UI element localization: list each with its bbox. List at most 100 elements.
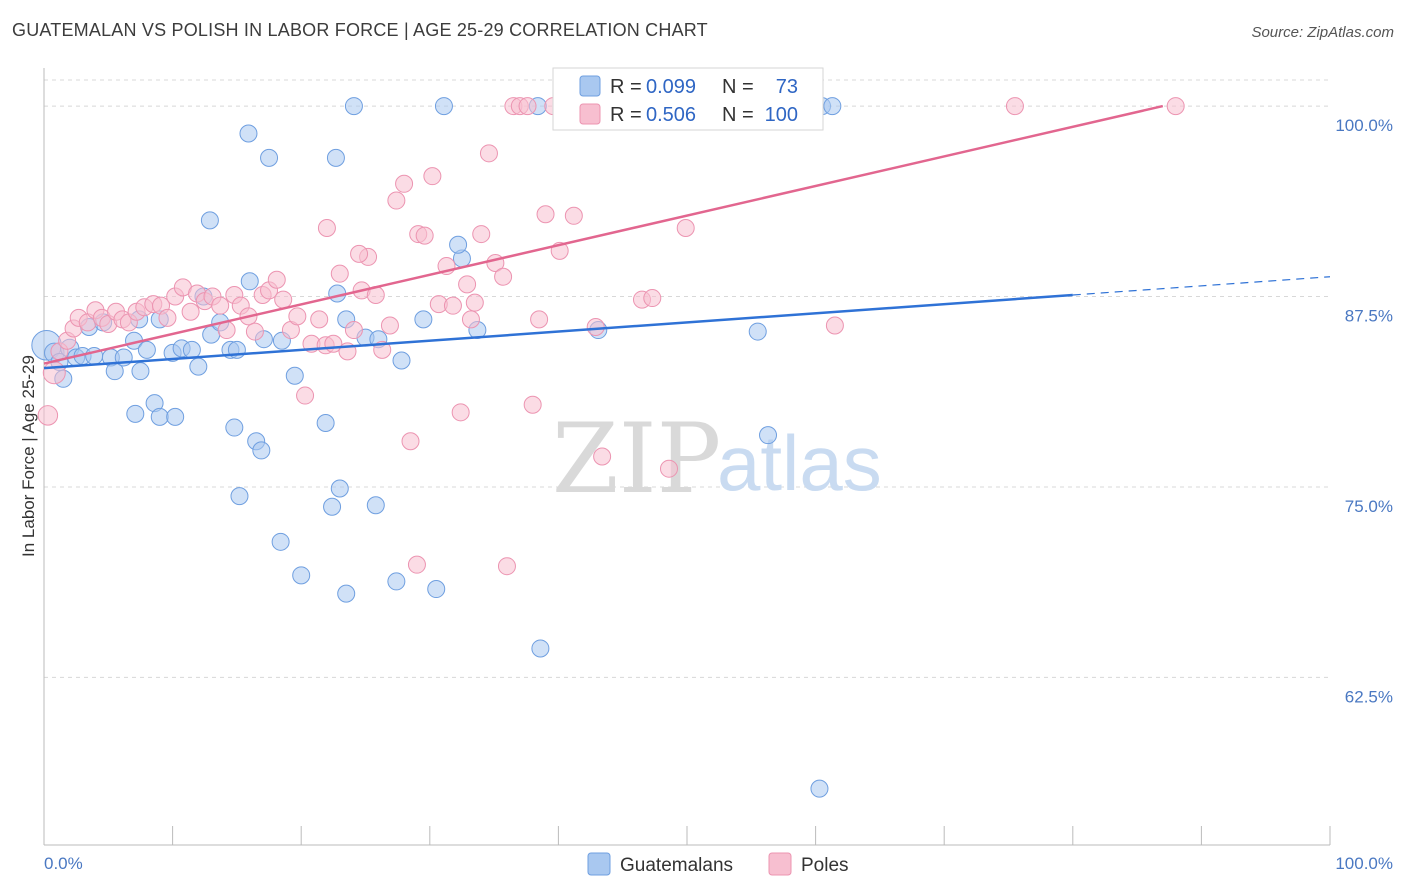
y-tick-label: 87.5% [1345, 307, 1393, 326]
pole-point [317, 218, 336, 237]
guatemalan-point [131, 362, 150, 381]
pole-point [472, 225, 491, 244]
legend-r-label-guatemalans: R = [610, 76, 642, 98]
guatemalan-point [182, 340, 201, 359]
pole-point [479, 144, 498, 163]
bottom-legend: Guatemalans Poles [587, 852, 849, 876]
pole-point [245, 322, 264, 341]
pole-point [593, 447, 612, 466]
pole-point [530, 310, 549, 329]
pole-point [643, 289, 662, 308]
guatemalan-point [323, 497, 342, 516]
legend-r-value-guatemalans: 0.099 [646, 76, 696, 98]
chart-source: Source: ZipAtlas.com [1251, 24, 1394, 41]
guatemalan-point [271, 532, 290, 551]
guatemalan-point [252, 441, 271, 460]
pole-point [443, 296, 462, 315]
pole-point [158, 308, 177, 327]
pole-point [395, 174, 414, 193]
guatemalan-point [330, 479, 349, 498]
watermark-atlas: atlas [717, 419, 882, 507]
guatemalan-point [531, 639, 550, 658]
pole-point [461, 310, 480, 329]
guatemalan-point [166, 407, 185, 426]
guatemalan-point [240, 272, 259, 291]
guatemalan-point [392, 351, 411, 370]
legend-n-label-poles: N = [722, 104, 754, 126]
pole-point [423, 167, 442, 186]
trend-line-guatemalans [43, 293, 1073, 370]
pole-point [518, 97, 537, 116]
pole-point [380, 316, 399, 335]
guatemalan-point [260, 148, 279, 167]
legend-r-label-poles: R = [610, 104, 642, 126]
guatemalan-point [150, 407, 169, 426]
poles-points [37, 97, 1185, 576]
guatemalan-point [759, 426, 778, 445]
pole-point [1166, 97, 1185, 116]
pole-point [288, 307, 307, 326]
pole-point [310, 310, 329, 329]
bottom-legend-label-poles: Poles [801, 855, 849, 876]
guatemalan-point [316, 413, 335, 432]
legend-n-value-poles: 100 [765, 104, 798, 126]
guatemalan-point [344, 97, 363, 116]
y-tick-label: 100.0% [1335, 116, 1393, 135]
pole-point [330, 264, 349, 283]
pole-point [494, 267, 513, 286]
y-axis-label: In Labor Force | Age 25-29 [19, 355, 38, 557]
pole-point [586, 318, 605, 336]
watermark: ZIP atlas [552, 403, 882, 515]
guatemalan-point [126, 404, 145, 423]
y-tick-label: 75.0% [1345, 497, 1393, 516]
pole-point [564, 206, 583, 225]
x-tick-label-min: 0.0% [44, 854, 83, 873]
x-axis-ticks [43, 826, 1331, 845]
pole-point [387, 191, 406, 210]
guatemalan-point [427, 580, 446, 599]
guatemalan-point [449, 235, 468, 254]
pole-point [350, 244, 369, 263]
guatemalan-point [748, 322, 767, 341]
bottom-legend-swatch-guatemalans [587, 852, 611, 876]
pole-point [42, 361, 66, 385]
guatemalan-point [285, 366, 304, 385]
trend-line-poles [43, 104, 1164, 365]
guatemalan-point [225, 418, 244, 437]
pole-point [825, 316, 844, 335]
pole-point [465, 293, 484, 312]
y-tick-label: 62.5% [1345, 687, 1393, 706]
trend-line-guatemalans-extension [1072, 276, 1331, 296]
legend-r-value-poles: 0.506 [646, 104, 696, 126]
guatemalan-point [366, 496, 385, 515]
pole-point [536, 205, 555, 224]
pole-point [296, 386, 315, 405]
guatemalan-point [230, 487, 249, 506]
pole-point [497, 557, 516, 576]
pole-point [1005, 97, 1024, 116]
watermark-zip: ZIP [552, 403, 721, 515]
legend-swatch-poles [579, 103, 601, 125]
legend-n-value-guatemalans: 73 [776, 76, 798, 98]
x-tick-label-max: 100.0% [1335, 854, 1393, 873]
guatemalan-point [137, 340, 156, 359]
pole-point [274, 290, 293, 309]
guatemalan-point [337, 584, 356, 603]
guatemalan-point [434, 97, 453, 116]
guatemalan-point [292, 566, 311, 585]
legend-swatch-guatemalans [579, 75, 601, 97]
pole-point [523, 395, 542, 414]
guatemalan-point [200, 211, 219, 230]
bottom-legend-swatch-poles [768, 852, 792, 876]
guatemalan-point [387, 572, 406, 591]
pole-point [407, 555, 426, 574]
pole-point [37, 405, 59, 426]
guatemalan-point [239, 124, 258, 143]
guatemalan-point [189, 357, 208, 376]
pole-point [458, 275, 477, 294]
pole-point [415, 226, 434, 245]
guatemalan-point [823, 97, 842, 116]
guatemalan-point [326, 148, 345, 167]
trend-lines [43, 104, 1331, 370]
